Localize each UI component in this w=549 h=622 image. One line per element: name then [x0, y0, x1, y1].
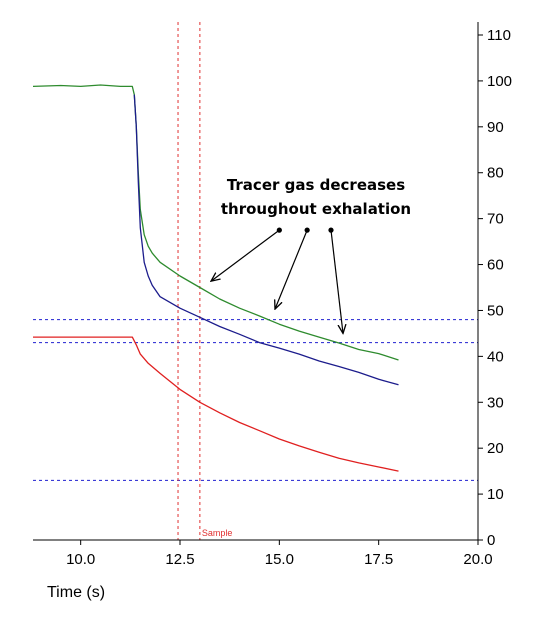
x-tick-label-2: 15.0 [265, 551, 294, 568]
annotation: Tracer gas decreases throughout exhalati… [212, 176, 411, 332]
x-axis-title: Time (s) [47, 584, 105, 601]
y-tick-label-11: 110 [487, 27, 511, 44]
axes: 0 10 20 30 40 50 60 70 80 90 100 110 10.0 12.5 15.0 17.… [33, 22, 512, 568]
annotation-dot-0 [276, 227, 282, 233]
y-tick-label-10: 100 [487, 73, 512, 90]
y-tick-label-3: 30 [487, 394, 504, 411]
annotation-dot-2 [328, 227, 334, 233]
annotation-arrow-2 [330, 230, 343, 332]
x-tick-label-1: 12.5 [165, 551, 194, 568]
y-tick-label-5: 50 [487, 302, 504, 319]
reference-hlines [33, 319, 478, 481]
annotation-arrow-0 [212, 229, 280, 281]
sample-vlines: Sample [177, 22, 233, 540]
annotation-dot-1 [304, 227, 310, 233]
series-line-1 [133, 94, 399, 386]
y-tick-label-4: 40 [487, 348, 504, 365]
series-line-2 [33, 336, 399, 472]
y-tick-label-2: 20 [487, 440, 504, 457]
sample-label: Sample [202, 528, 233, 538]
y-tick-label-0: 0 [487, 532, 495, 549]
y-tick-label-7: 70 [487, 211, 504, 228]
annotation-line-1: Tracer gas decreases [227, 176, 405, 194]
x-tick-label-3: 17.5 [364, 551, 393, 568]
annotation-arrow-1 [275, 229, 308, 308]
y-tick-label-8: 80 [487, 165, 504, 182]
series-lines [32, 84, 399, 472]
x-tick-label-4: 20.0 [463, 551, 492, 568]
series-line-0 [32, 84, 399, 361]
y-tick-label-9: 90 [487, 119, 504, 136]
y-tick-label-6: 60 [487, 257, 504, 274]
x-tick-label-0: 10.0 [66, 551, 95, 568]
annotation-line-2: throughout exhalation [221, 200, 411, 218]
y-tick-label-1: 10 [487, 486, 504, 503]
